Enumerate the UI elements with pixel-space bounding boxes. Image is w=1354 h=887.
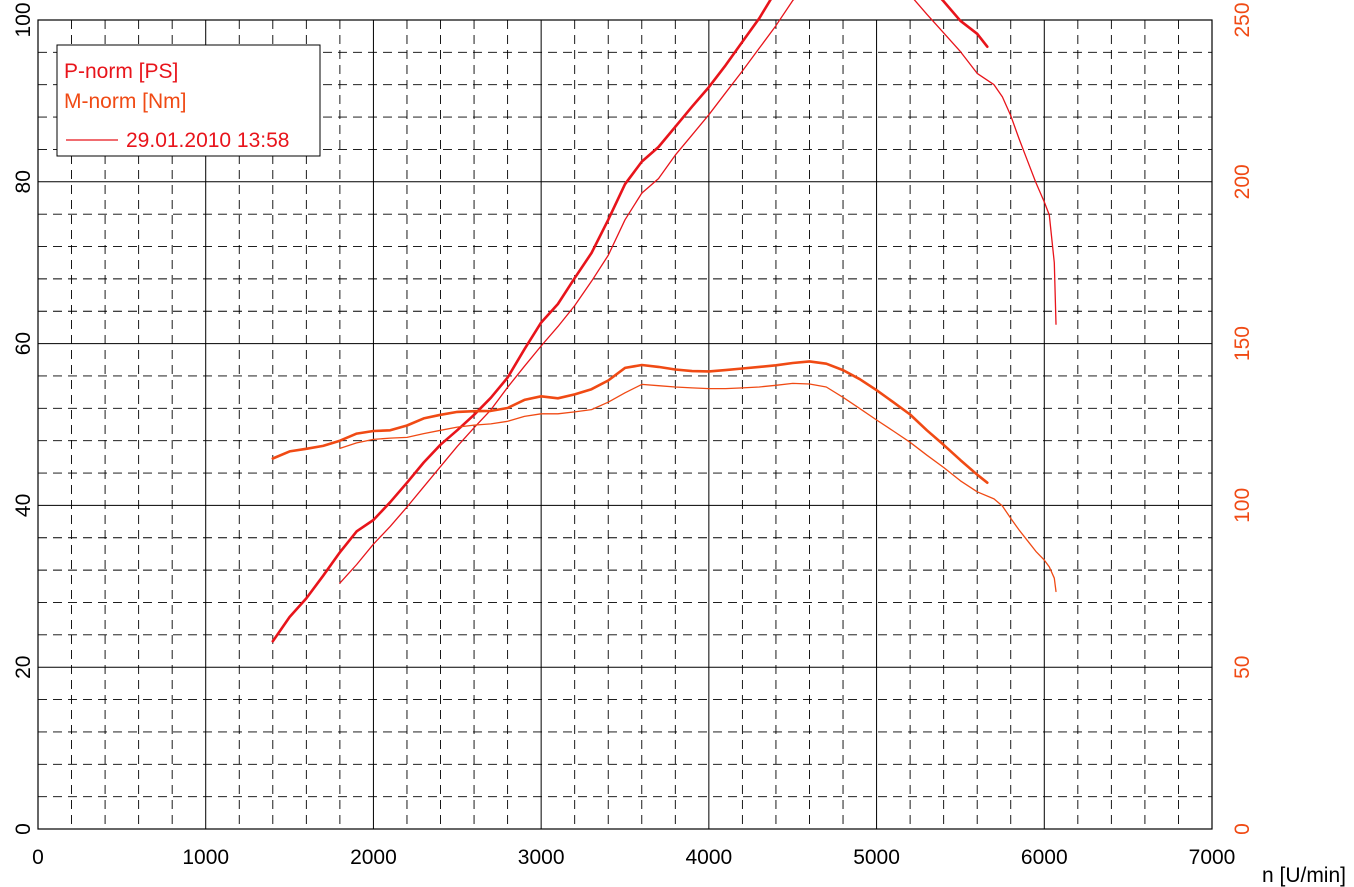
- y-right-tick-label: 150: [1231, 326, 1254, 361]
- y-right-tick-label: 250: [1231, 2, 1254, 37]
- x-tick-label: 2000: [350, 846, 397, 869]
- legend-run-label: 29.01.2010 13:58: [126, 129, 290, 152]
- y-right-tick-label: 100: [1231, 488, 1254, 523]
- series-line-torque-thin: [339, 382, 1057, 593]
- x-tick-label: 5000: [853, 846, 900, 869]
- x-tick-labels: 0 1000 2000 3000 4000 5000 6000 7000: [32, 846, 1235, 869]
- legend-box: [56, 44, 321, 157]
- y-right-tick-labels: 0 50 100 150 200 250: [1231, 2, 1254, 834]
- grid-minor: [38, 20, 1212, 829]
- series-line-torque-thick: [271, 360, 989, 484]
- y-left-tick-label: 20: [12, 656, 35, 679]
- x-tick-label: 6000: [1021, 846, 1068, 869]
- y-left-tick-label: 0: [12, 823, 35, 835]
- x-tick-label: 0: [32, 846, 44, 869]
- legend-power-label: P-norm [PS]: [64, 60, 178, 83]
- y-right-tick-label: 50: [1231, 656, 1254, 679]
- x-tick-label: 7000: [1189, 846, 1236, 869]
- y-left-tick-label: 40: [12, 494, 35, 517]
- plot-frame: [37, 19, 1213, 830]
- y-right-tick-label: 0: [1231, 823, 1254, 835]
- y-left-tick-label: 60: [12, 332, 35, 355]
- y-left-tick-label: 80: [12, 170, 35, 193]
- y-left-tick-labels: 0 20 40 60 80 100: [12, 2, 35, 834]
- legend: P-norm [PS] M-norm [Nm] 29.01.2010 13:58: [56, 44, 321, 157]
- x-axis-label: n [U/min]: [1262, 864, 1346, 887]
- legend-torque-label: M-norm [Nm]: [64, 90, 187, 113]
- series-line-power-thick: [271, 0, 989, 643]
- y-left-tick-label: 100: [12, 2, 35, 37]
- x-tick-label: 3000: [518, 846, 565, 869]
- x-tick-label: 4000: [685, 846, 732, 869]
- x-tick-label: 1000: [182, 846, 229, 869]
- y-right-tick-label: 200: [1231, 164, 1254, 199]
- series-line-power-thin: [339, 0, 1057, 584]
- series-layer: [271, 0, 1057, 643]
